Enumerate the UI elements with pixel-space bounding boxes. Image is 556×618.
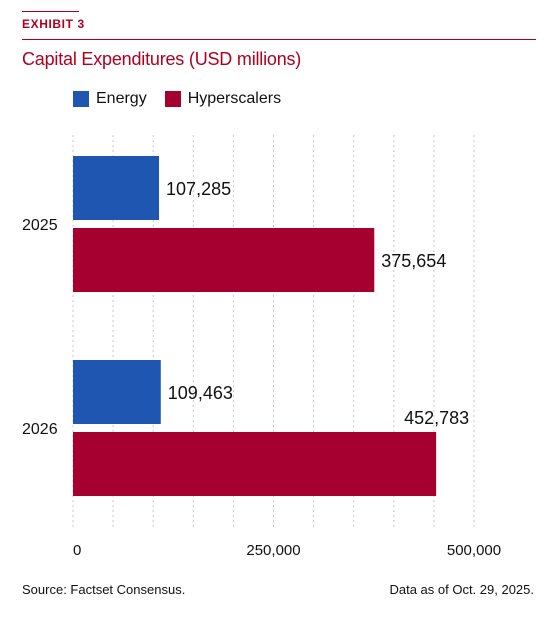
legend-item-hyperscalers: Hyperscalers bbox=[164, 90, 282, 108]
data-date-note: Data as of Oct. 29, 2025. bbox=[389, 582, 534, 597]
x-tick-label: 250,000 bbox=[246, 542, 300, 559]
bar-hyperscalers-2025 bbox=[73, 228, 375, 292]
data-label-energy-2026: 109,463 bbox=[168, 383, 233, 403]
category-label-2026: 2026 bbox=[22, 421, 58, 438]
category-label-2025: 2025 bbox=[22, 217, 58, 234]
legend-label-hyperscalers: Hyperscalers bbox=[187, 90, 282, 107]
chart-title: Capital Expenditures (USD millions) bbox=[22, 49, 302, 69]
source-note: Source: Factset Consensus. bbox=[22, 582, 186, 597]
legend-swatch-energy bbox=[73, 91, 89, 107]
legend-label-energy: Energy bbox=[96, 90, 147, 107]
data-label-hyperscalers-2026: 452,783 bbox=[404, 408, 469, 428]
exhibit-rule bbox=[22, 11, 79, 12]
legend-item-energy: Energy bbox=[73, 90, 147, 108]
bar-hyperscalers-2026 bbox=[73, 432, 437, 496]
x-tick-label: 0 bbox=[73, 542, 81, 559]
bar-energy-2025 bbox=[73, 156, 160, 220]
data-label-energy-2025: 107,285 bbox=[166, 179, 231, 199]
title-rule bbox=[22, 39, 536, 40]
legend-swatch-hyperscalers bbox=[164, 91, 181, 107]
data-label-hyperscalers-2025: 375,654 bbox=[381, 251, 446, 271]
x-tick-label: 500,000 bbox=[447, 542, 501, 559]
bar-energy-2026 bbox=[73, 360, 161, 424]
exhibit-label: EXHIBIT 3 bbox=[22, 17, 85, 31]
chart-legend: Energy Hyperscalers bbox=[73, 90, 299, 108]
